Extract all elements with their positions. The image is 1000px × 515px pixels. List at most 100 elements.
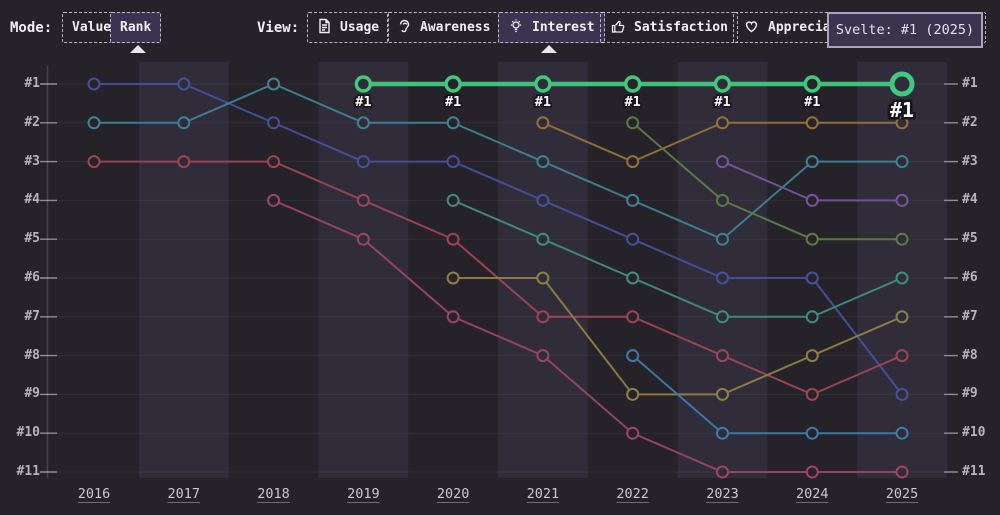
series-point-seagreen[interactable] (626, 271, 640, 285)
series-point-seagreen[interactable] (446, 193, 460, 207)
series-point-blue[interactable] (895, 387, 909, 401)
series-point-maroon[interactable] (715, 465, 729, 479)
series-point-teal[interactable] (805, 155, 819, 169)
series-point-green[interactable] (626, 116, 640, 130)
series-point-Svelte[interactable] (354, 75, 373, 93)
series-point-maroon[interactable] (356, 232, 370, 246)
view-button-interest[interactable]: Interest (498, 12, 605, 43)
series-point-teal[interactable] (267, 77, 281, 91)
series-point-maroon[interactable] (536, 349, 550, 363)
series-point-olive[interactable] (446, 271, 460, 285)
series-point-red[interactable] (715, 349, 729, 363)
series-point-cyan[interactable] (715, 426, 729, 440)
series-point-teal[interactable] (446, 116, 460, 130)
series-line-green[interactable] (632, 122, 903, 241)
series-point-red[interactable] (626, 310, 640, 324)
series-point-red[interactable] (356, 193, 370, 207)
series-point-cyan[interactable] (805, 426, 819, 440)
year-label-2025[interactable]: 2025 (885, 486, 919, 502)
view-button-usage[interactable]: Usage (307, 12, 390, 43)
series-point-blue[interactable] (177, 77, 191, 91)
series-line-maroon[interactable] (273, 199, 903, 473)
series-point-Svelte[interactable] (889, 71, 915, 97)
series-point-purple[interactable] (715, 155, 729, 169)
series-line-cyan[interactable] (632, 354, 903, 435)
series-point-red[interactable] (446, 232, 460, 246)
year-label-2024[interactable]: 2024 (795, 486, 829, 502)
series-point-blue[interactable] (715, 271, 729, 285)
year-label-2016[interactable]: 2016 (77, 486, 111, 502)
series-point-Svelte[interactable] (623, 75, 642, 93)
series-point-red[interactable] (895, 349, 909, 363)
series-point-blue[interactable] (87, 77, 101, 91)
series-point-cyan[interactable] (626, 349, 640, 363)
series-point-Svelte[interactable] (713, 75, 732, 93)
series-point-maroon[interactable] (446, 310, 460, 324)
series-point-blue[interactable] (267, 116, 281, 130)
series-point-maroon[interactable] (626, 426, 640, 440)
series-point-teal[interactable] (715, 232, 729, 246)
series-point-blue[interactable] (805, 271, 819, 285)
series-point-purple[interactable] (895, 193, 909, 207)
series-point-teal[interactable] (356, 116, 370, 130)
series-point-teal[interactable] (177, 116, 191, 130)
series-point-olive[interactable] (805, 349, 819, 363)
rank-axis-label-right: #8 (962, 347, 978, 363)
series-point-teal[interactable] (626, 193, 640, 207)
series-point-green[interactable] (895, 232, 909, 246)
series-point-red[interactable] (805, 387, 819, 401)
series-point-red[interactable] (177, 155, 191, 169)
year-label-2020[interactable]: 2020 (436, 486, 470, 502)
series-point-maroon[interactable] (805, 465, 819, 479)
series-point-gold[interactable] (715, 116, 729, 130)
highlight-rank-badge: #1 (355, 94, 371, 110)
series-point-blue[interactable] (626, 232, 640, 246)
series-point-seagreen[interactable] (895, 271, 909, 285)
mode-button-rank[interactable]: Rank (110, 12, 162, 43)
selected-mode-marker (130, 45, 146, 53)
year-label-2018[interactable]: 2018 (257, 486, 290, 502)
series-point-red[interactable] (536, 310, 550, 324)
year-label-2023[interactable]: 2023 (706, 486, 739, 502)
series-point-gold[interactable] (805, 116, 819, 130)
series-point-red[interactable] (87, 155, 101, 169)
series-point-olive[interactable] (536, 271, 550, 285)
series-point-olive[interactable] (715, 387, 729, 401)
series-point-red[interactable] (267, 155, 281, 169)
series-point-gold[interactable] (895, 116, 909, 130)
series-point-green[interactable] (715, 193, 729, 207)
series-point-teal[interactable] (536, 155, 550, 169)
series-line-seagreen[interactable] (452, 199, 903, 318)
series-point-maroon[interactable] (895, 465, 909, 479)
rank-axis-label-right: #11 (962, 464, 986, 479)
series-point-teal[interactable] (895, 155, 909, 169)
series-point-Svelte[interactable] (534, 75, 552, 93)
rank-axis-label-left: #2 (24, 114, 40, 130)
series-point-green[interactable] (805, 232, 819, 246)
rank-axis-label-left: #5 (24, 231, 40, 247)
series-point-Svelte[interactable] (803, 75, 821, 93)
series-point-cyan[interactable] (895, 426, 909, 440)
series-point-blue[interactable] (356, 155, 370, 169)
series-point-gold[interactable] (536, 116, 550, 130)
year-label-2019[interactable]: 2019 (347, 486, 380, 502)
lightbulb-icon (508, 18, 524, 38)
series-point-maroon[interactable] (267, 193, 281, 207)
series-point-seagreen[interactable] (715, 310, 729, 324)
series-line-teal[interactable] (94, 82, 903, 241)
series-point-olive[interactable] (895, 310, 909, 324)
series-point-seagreen[interactable] (536, 232, 550, 246)
year-label-2021[interactable]: 2021 (526, 486, 560, 502)
series-point-blue[interactable] (446, 155, 460, 169)
series-point-gold[interactable] (626, 155, 640, 169)
series-point-seagreen[interactable] (805, 310, 819, 324)
series-point-olive[interactable] (626, 387, 640, 401)
year-label-2022[interactable]: 2022 (616, 486, 649, 502)
series-point-Svelte[interactable] (444, 75, 462, 93)
series-point-purple[interactable] (805, 193, 819, 207)
series-point-blue[interactable] (536, 193, 550, 207)
view-button-satisfaction[interactable]: Satisfaction (600, 12, 738, 43)
series-point-teal[interactable] (87, 116, 101, 130)
year-label-2017[interactable]: 2017 (167, 486, 201, 502)
